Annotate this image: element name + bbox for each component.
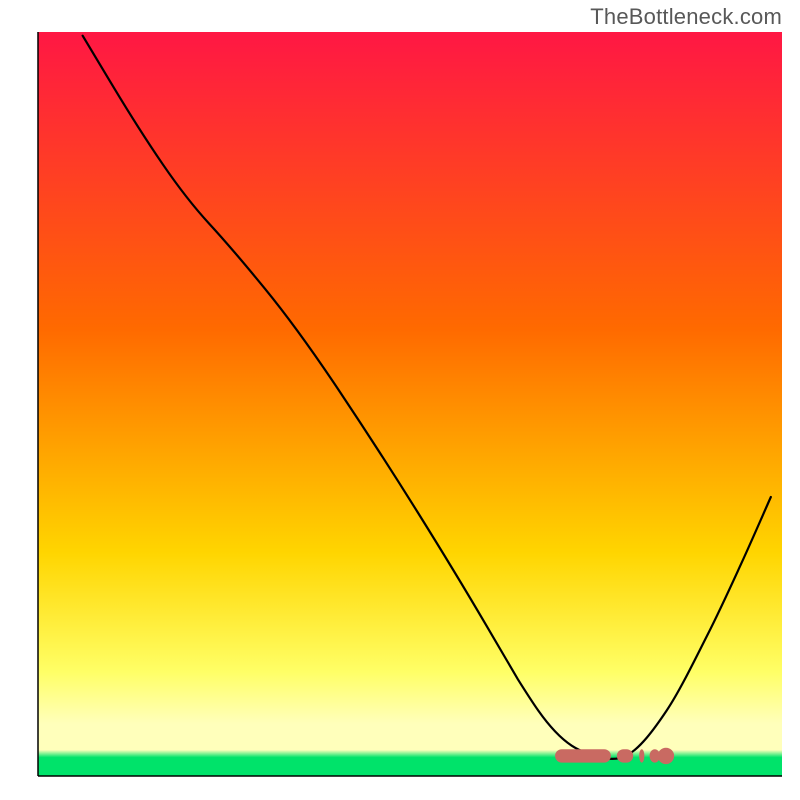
chart-svg <box>0 0 800 800</box>
valley-marker-segment <box>555 749 611 762</box>
bottleneck-chart <box>0 0 800 800</box>
watermark-text: TheBottleneck.com <box>590 4 782 30</box>
valley-marker-segment <box>639 749 644 762</box>
valley-marker-end-dot <box>658 748 674 764</box>
valley-marker-segment <box>617 749 633 762</box>
